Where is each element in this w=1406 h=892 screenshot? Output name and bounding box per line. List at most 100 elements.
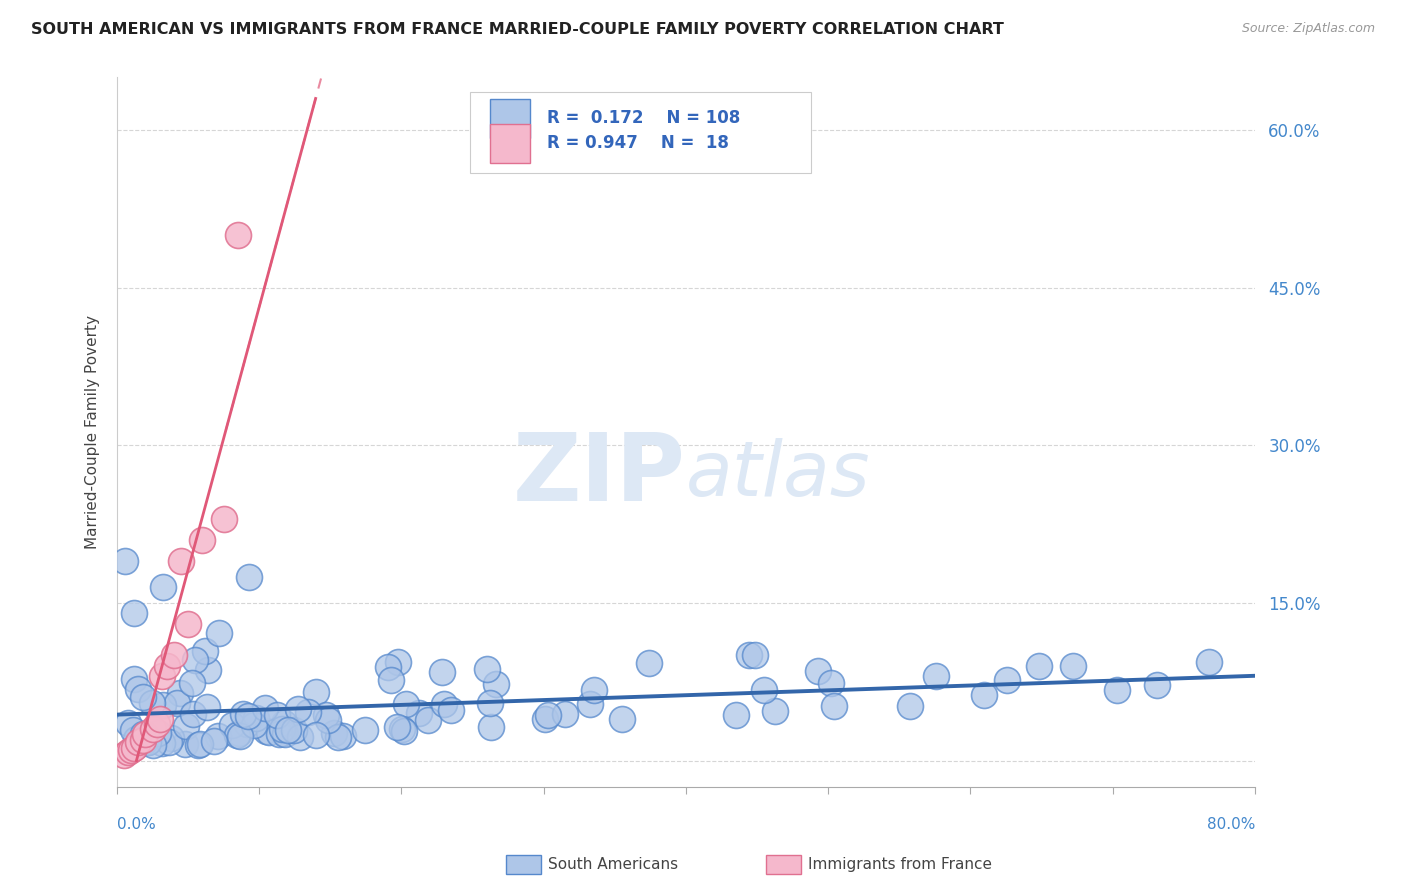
Point bbox=[169, 686, 191, 700]
Point bbox=[221, 718, 243, 732]
Point bbox=[1028, 659, 1050, 673]
Point bbox=[323, 725, 346, 739]
Point bbox=[236, 709, 259, 723]
Point bbox=[174, 737, 197, 751]
Point bbox=[236, 716, 259, 731]
Point bbox=[304, 684, 326, 698]
Text: Source: ZipAtlas.com: Source: ZipAtlas.com bbox=[1241, 22, 1375, 36]
Point bbox=[1062, 659, 1084, 673]
Point bbox=[229, 729, 252, 743]
Text: 80.0%: 80.0% bbox=[1206, 817, 1256, 832]
Point bbox=[125, 731, 148, 746]
Point bbox=[245, 711, 267, 725]
Point bbox=[305, 728, 328, 742]
Point bbox=[141, 697, 163, 711]
Point bbox=[208, 626, 231, 640]
Point bbox=[231, 706, 253, 721]
Point bbox=[1198, 655, 1220, 669]
Point bbox=[125, 739, 148, 753]
Point bbox=[152, 698, 174, 712]
Point bbox=[638, 657, 661, 671]
Point bbox=[226, 228, 249, 243]
Point bbox=[180, 676, 202, 690]
Point bbox=[132, 690, 155, 704]
Point bbox=[554, 707, 576, 722]
Point bbox=[254, 723, 277, 738]
Text: SOUTH AMERICAN VS IMMIGRANTS FROM FRANCE MARRIED-COUPLE FAMILY POVERTY CORRELATI: SOUTH AMERICAN VS IMMIGRANTS FROM FRANCE… bbox=[31, 22, 1004, 37]
Point bbox=[183, 652, 205, 666]
Point bbox=[477, 662, 499, 676]
Point bbox=[283, 723, 305, 737]
Point bbox=[578, 697, 600, 711]
Point bbox=[114, 554, 136, 568]
Point bbox=[226, 728, 249, 742]
Point bbox=[187, 738, 209, 752]
Point bbox=[1105, 683, 1128, 698]
Point bbox=[132, 735, 155, 749]
Point bbox=[170, 554, 193, 568]
Point bbox=[194, 644, 217, 658]
Point bbox=[277, 723, 299, 737]
Point bbox=[273, 715, 295, 730]
Point bbox=[122, 607, 145, 621]
Point bbox=[925, 669, 948, 683]
Point bbox=[440, 703, 463, 717]
Point bbox=[271, 726, 294, 740]
Point bbox=[112, 748, 135, 763]
Point bbox=[136, 735, 159, 749]
Point bbox=[392, 724, 415, 739]
Point bbox=[127, 734, 149, 748]
Point bbox=[534, 712, 557, 726]
Point bbox=[725, 708, 748, 723]
Point bbox=[898, 698, 921, 713]
Point bbox=[610, 712, 633, 726]
Point bbox=[146, 716, 169, 731]
Point bbox=[433, 697, 456, 711]
Point bbox=[131, 732, 153, 747]
Point bbox=[273, 726, 295, 740]
Point bbox=[212, 512, 235, 526]
Point bbox=[152, 736, 174, 750]
Point bbox=[290, 731, 312, 745]
Point bbox=[228, 726, 250, 740]
Point bbox=[391, 723, 413, 737]
Text: South Americans: South Americans bbox=[548, 857, 679, 871]
Point bbox=[485, 677, 508, 691]
Point bbox=[430, 665, 453, 680]
Point bbox=[177, 616, 200, 631]
Point bbox=[122, 723, 145, 738]
Point bbox=[354, 723, 377, 737]
Point bbox=[152, 669, 174, 683]
Point bbox=[315, 708, 337, 723]
Point bbox=[995, 673, 1018, 687]
Point bbox=[254, 700, 277, 714]
Point bbox=[207, 729, 229, 743]
Point bbox=[328, 731, 350, 745]
Point bbox=[332, 730, 354, 744]
Point bbox=[122, 673, 145, 687]
Point bbox=[243, 718, 266, 732]
Point bbox=[157, 735, 180, 749]
Point bbox=[122, 741, 145, 756]
Text: 0.0%: 0.0% bbox=[117, 817, 156, 832]
Point bbox=[146, 726, 169, 740]
Point bbox=[156, 659, 179, 673]
Point bbox=[141, 722, 163, 736]
Point bbox=[149, 712, 172, 726]
Point bbox=[120, 743, 142, 757]
Point bbox=[132, 727, 155, 741]
Point bbox=[380, 673, 402, 687]
Point bbox=[394, 698, 416, 712]
Point bbox=[744, 648, 766, 662]
Point bbox=[197, 663, 219, 677]
Point bbox=[582, 682, 605, 697]
Point bbox=[416, 713, 439, 727]
Point bbox=[163, 648, 186, 663]
Bar bbox=[491, 124, 530, 162]
Point bbox=[479, 720, 502, 734]
Point bbox=[387, 720, 409, 734]
Point bbox=[973, 689, 995, 703]
Text: R = 0.947    N =  18: R = 0.947 N = 18 bbox=[547, 134, 730, 152]
Point bbox=[297, 706, 319, 720]
Bar bbox=[491, 99, 530, 137]
